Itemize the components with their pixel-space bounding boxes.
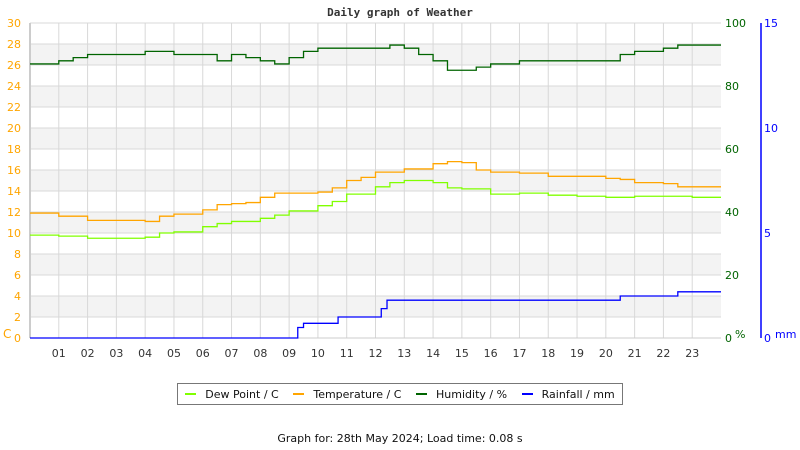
y-unit-humidity: % bbox=[735, 328, 745, 341]
footer-info: Graph for: 28th May 2024; Load time: 0.0… bbox=[277, 432, 523, 445]
y-tick-left: 6 bbox=[14, 269, 21, 282]
x-tick-label: 12 bbox=[369, 347, 383, 360]
legend-swatch bbox=[185, 393, 197, 395]
y-tick-left: 24 bbox=[7, 80, 21, 93]
x-tick-label: 13 bbox=[397, 347, 411, 360]
x-tick-label: 04 bbox=[138, 347, 152, 360]
x-tick-label: 05 bbox=[167, 347, 181, 360]
x-tick-label: 14 bbox=[426, 347, 440, 360]
legend-swatch bbox=[521, 393, 533, 395]
chart-title: Daily graph of Weather bbox=[327, 6, 473, 19]
legend-swatch bbox=[293, 393, 305, 395]
y-tick-humidity: 60 bbox=[725, 143, 739, 156]
y-tick-humidity: 20 bbox=[725, 269, 739, 282]
y-tick-left: 2 bbox=[14, 311, 21, 324]
y-tick-humidity: 0 bbox=[725, 332, 732, 345]
x-tick-label: 10 bbox=[311, 347, 325, 360]
y-tick-left: 18 bbox=[7, 143, 21, 156]
x-tick-label: 01 bbox=[52, 347, 66, 360]
x-tick-label: 06 bbox=[196, 347, 210, 360]
x-tick-label: 07 bbox=[225, 347, 239, 360]
y-tick-left: 16 bbox=[7, 164, 21, 177]
y-tick-left: 28 bbox=[7, 38, 21, 51]
y-tick-left: 22 bbox=[7, 101, 21, 114]
x-tick-label: 11 bbox=[340, 347, 354, 360]
series-line-rainfall bbox=[30, 291, 721, 339]
series-line-dew bbox=[30, 179, 721, 239]
y-tick-left: 10 bbox=[7, 227, 21, 240]
series-line-humidity bbox=[30, 44, 721, 71]
legend-label: Dew Point / C bbox=[205, 387, 279, 401]
legend-label: Humidity / % bbox=[436, 387, 508, 401]
x-tick-label: 08 bbox=[253, 347, 267, 360]
legend-swatch bbox=[416, 393, 428, 395]
y-tick-rain: 5 bbox=[764, 227, 771, 240]
x-tick-label: 16 bbox=[484, 347, 498, 360]
x-tick-label: 18 bbox=[541, 347, 555, 360]
x-tick-label: 22 bbox=[656, 347, 670, 360]
y-tick-left: 14 bbox=[7, 185, 21, 198]
x-tick-label: 19 bbox=[570, 347, 584, 360]
y-tick-humidity: 80 bbox=[725, 80, 739, 93]
legend-item-humidity: Humidity / % bbox=[416, 388, 507, 401]
legend-item-temperature: Temperature / C bbox=[293, 388, 401, 401]
legend: Dew Point / C Temperature / C Humidity /… bbox=[177, 383, 623, 405]
y-tick-rain: 10 bbox=[764, 122, 778, 135]
y-tick-left: 30 bbox=[7, 17, 21, 30]
series-line-temperature bbox=[30, 160, 721, 223]
legend-label: Temperature / C bbox=[313, 387, 402, 401]
x-tick-label: 17 bbox=[512, 347, 526, 360]
y-tick-left: 4 bbox=[14, 290, 21, 303]
y-tick-left: 8 bbox=[14, 248, 21, 261]
y-unit-rain: mm bbox=[775, 328, 796, 341]
y-tick-humidity: 40 bbox=[725, 206, 739, 219]
x-tick-label: 21 bbox=[628, 347, 642, 360]
y-unit-left: C bbox=[3, 327, 11, 341]
y-tick-left: 26 bbox=[7, 59, 21, 72]
x-tick-label: 03 bbox=[109, 347, 123, 360]
x-tick-label: 15 bbox=[455, 347, 469, 360]
y-tick-rain: 15 bbox=[764, 17, 778, 30]
y-tick-left: 12 bbox=[7, 206, 21, 219]
x-tick-label: 02 bbox=[81, 347, 95, 360]
y-tick-rain: 0 bbox=[764, 332, 771, 345]
x-tick-label: 20 bbox=[599, 347, 613, 360]
y-tick-left: 20 bbox=[7, 122, 21, 135]
legend-label: Rainfall / mm bbox=[541, 387, 615, 401]
legend-item-rainfall: Rainfall / mm bbox=[521, 387, 615, 401]
y-tick-left: 0 bbox=[14, 332, 21, 345]
y-tick-humidity: 100 bbox=[725, 17, 746, 30]
x-tick-label: 23 bbox=[685, 347, 699, 360]
legend-item-dew-point: Dew Point / C bbox=[185, 387, 279, 401]
x-tick-label: 09 bbox=[282, 347, 296, 360]
